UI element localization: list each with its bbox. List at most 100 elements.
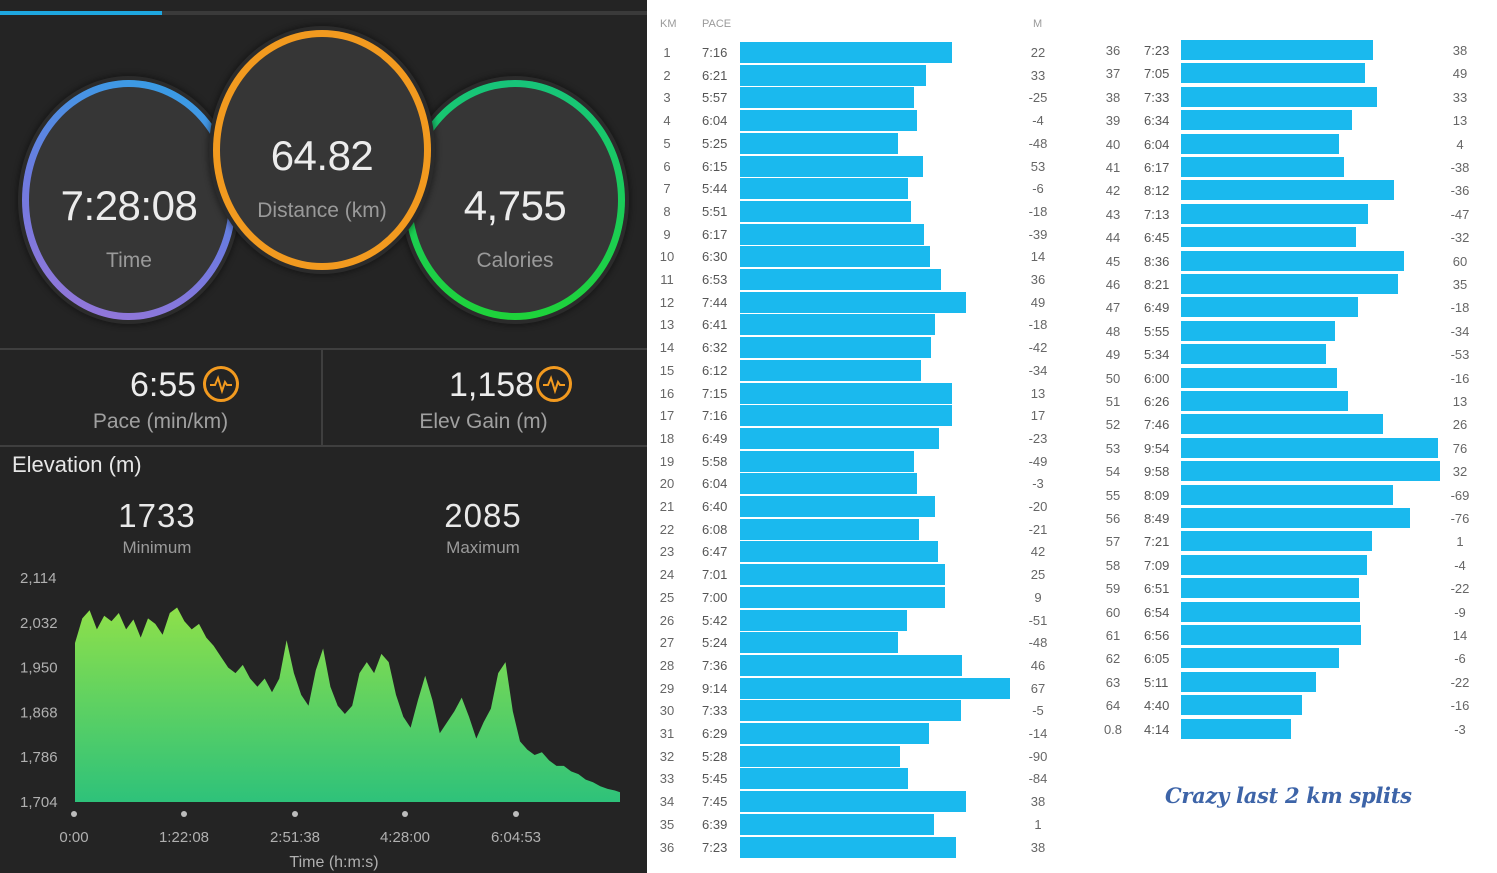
m-header: M	[1033, 18, 1043, 30]
split-pace-bar	[740, 723, 929, 744]
split-pace-bar	[740, 427, 939, 449]
split-elevation: -39	[1028, 226, 1048, 242]
split-pace-bar	[740, 314, 935, 336]
split-pace: 6:04	[1144, 136, 1170, 152]
split-pace-bar	[1181, 227, 1356, 248]
split-elevation: -47	[1450, 206, 1470, 222]
split-elevation: 46	[1030, 657, 1046, 673]
split-km: 38	[1105, 89, 1121, 105]
split-row: 19 5:58 -49	[652, 450, 1052, 473]
split-pace-bar	[740, 677, 1010, 699]
split-row: 51 6:26 13	[1098, 391, 1478, 413]
split-km: 19	[659, 453, 675, 469]
split-row: 5 5:25 -48	[652, 132, 1052, 155]
split-km: 26	[659, 612, 675, 628]
split-row: 2 6:21 33	[652, 64, 1052, 87]
split-km: 13	[659, 317, 675, 333]
elevation-area	[75, 607, 620, 802]
split-elevation: 33	[1030, 67, 1046, 83]
split-row: 0.8 4:14 -3	[1098, 718, 1478, 741]
split-pace-bar	[1181, 180, 1394, 201]
split-row: 32 5:28 -90	[652, 745, 1052, 768]
split-row: 1 7:16 22	[652, 42, 1052, 64]
split-row: 42 8:12 -36	[1098, 180, 1478, 202]
y-tick-label: 1,950	[20, 660, 58, 677]
split-km: 11	[660, 272, 674, 287]
x-tick-label: 2:51:38	[270, 829, 320, 846]
split-row: 24 7:01 25	[652, 564, 1052, 586]
split-pace: 7:13	[1144, 206, 1170, 222]
x-tick-label: 4:28:00	[380, 829, 430, 846]
split-elevation: 42	[1030, 544, 1046, 560]
split-row: 63 5:11 -22	[1098, 671, 1478, 694]
split-row: 58 7:09 -4	[1098, 554, 1478, 577]
split-pace: 6:05	[1144, 651, 1170, 667]
pace-header: PACE	[702, 18, 732, 30]
split-row: 38 7:33 33	[1098, 86, 1478, 109]
split-pace: 6:00	[1144, 370, 1170, 386]
split-km: 64	[1105, 698, 1121, 714]
split-pace: 5:34	[1144, 347, 1170, 363]
split-pace-bar	[1181, 601, 1360, 622]
progress-fill	[0, 11, 162, 15]
time-label: Time	[106, 249, 152, 272]
split-pace-bar	[1181, 40, 1373, 60]
split-km: 54	[1105, 464, 1121, 480]
split-elevation: -36	[1450, 183, 1470, 199]
split-row: 60 6:54 -9	[1098, 601, 1478, 624]
split-row: 4 6:04 -4	[652, 110, 1052, 132]
split-km: 57	[1105, 534, 1121, 550]
split-elevation: -23	[1028, 430, 1048, 446]
split-elevation: 17	[1030, 408, 1046, 424]
split-pace-bar	[740, 359, 921, 381]
split-km: 59	[1105, 581, 1121, 597]
split-pace: 6:17	[1144, 160, 1170, 175]
split-pace-bar	[740, 496, 935, 517]
split-row: 50 6:00 -16	[1098, 367, 1478, 390]
split-km: 53	[1105, 440, 1121, 456]
elevation-minimum-label: Minimum	[122, 538, 192, 557]
split-row: 25 7:00 9	[652, 586, 1052, 609]
split-row: 59 6:51 -22	[1098, 578, 1478, 600]
caption: Crazy last 2 km splits	[1165, 783, 1412, 808]
split-elevation: 13	[1030, 385, 1046, 401]
split-km: 29	[659, 680, 675, 696]
split-row: 31 6:29 -14	[652, 723, 1052, 745]
split-elevation: 35	[1452, 277, 1468, 292]
split-km: 8	[663, 203, 671, 219]
split-km: 37	[1105, 66, 1121, 82]
x-tick-label: 1:22:08	[159, 829, 209, 846]
split-pace: 8:36	[1144, 253, 1170, 269]
split-pace-bar	[740, 768, 908, 790]
split-km: 45	[1105, 253, 1121, 269]
split-elevation: -48	[1028, 635, 1048, 651]
split-pace: 8:09	[1144, 487, 1170, 503]
split-pace: 7:21	[1144, 534, 1170, 550]
time-value: 7:28:08	[60, 182, 198, 229]
split-pace: 6:54	[1144, 604, 1170, 620]
split-pace: 5:51	[702, 203, 728, 219]
split-pace: 6:26	[1144, 394, 1170, 409]
elevation-maximum-label: Maximum	[446, 538, 520, 557]
split-pace: 6:34	[1144, 113, 1170, 129]
split-pace-bar	[740, 223, 924, 245]
split-pace-bar	[740, 632, 898, 654]
y-tick-label: 2,114	[20, 570, 56, 587]
split-pace-bar	[1181, 437, 1438, 458]
split-row: 62 6:05 -6	[1098, 648, 1478, 670]
split-pace-bar	[1181, 344, 1326, 365]
split-pace: 5:45	[702, 771, 728, 787]
calories-ring: 4,755 Calories	[405, 80, 625, 320]
split-row: 46 8:21 35	[1098, 274, 1478, 296]
split-pace-bar	[1181, 203, 1368, 224]
split-pace: 4:40	[1144, 698, 1170, 714]
split-pace-bar	[1181, 648, 1339, 669]
split-row: 37 7:05 49	[1098, 63, 1478, 85]
split-km: 20	[659, 476, 675, 492]
split-elevation: 26	[1452, 417, 1468, 433]
split-elevation: -32	[1450, 230, 1470, 246]
split-km: 33	[659, 771, 675, 787]
split-km: 41	[1105, 160, 1121, 175]
split-elevation: 33	[1452, 89, 1468, 105]
split-elevation: -9	[1454, 604, 1466, 620]
